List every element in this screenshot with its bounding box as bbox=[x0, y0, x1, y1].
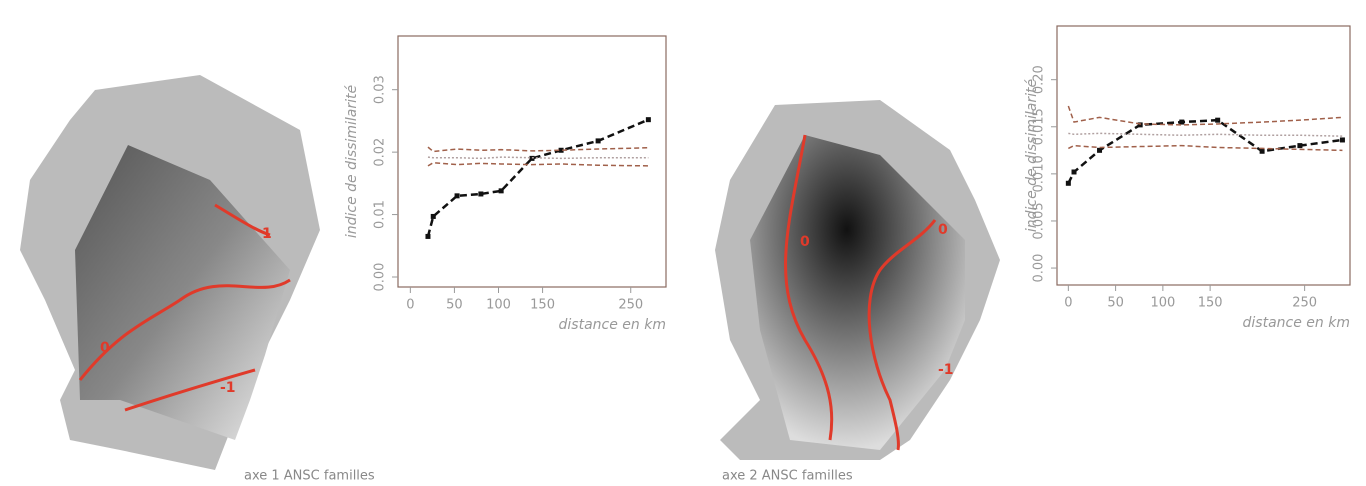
data-point bbox=[498, 188, 504, 194]
y-tick-label: 0.010 bbox=[1032, 155, 1047, 192]
x-tick-label: 100 bbox=[1150, 296, 1175, 311]
series-line bbox=[1068, 132, 1343, 137]
y-tick-label: 0.00 bbox=[1032, 254, 1047, 283]
data-point bbox=[478, 191, 484, 197]
data-point bbox=[430, 213, 436, 219]
y-tick-label: 0.03 bbox=[373, 75, 388, 104]
contour-label: 0 bbox=[800, 234, 810, 250]
data-point bbox=[1065, 180, 1071, 186]
plot-frame bbox=[397, 35, 667, 288]
line-chart: 0.00 0.01 0.02 0.03 0 50 100 150 250 indice de di… bbox=[344, 35, 667, 333]
data-point bbox=[1215, 117, 1221, 123]
data-point bbox=[1179, 119, 1185, 125]
x-tick-label: 250 bbox=[618, 298, 643, 313]
y-tick-label: 0.20 bbox=[1032, 65, 1047, 94]
data-point bbox=[1339, 137, 1345, 143]
y-axis-label: indice de dissimilarité bbox=[344, 84, 360, 238]
series-line bbox=[427, 161, 649, 167]
contour-label: 0 bbox=[938, 222, 948, 238]
series-line bbox=[426, 118, 649, 237]
line-chart: 0.00 0.005 0.010 0.015 0.20 0 50 100 150 250 indic… bbox=[1024, 25, 1351, 331]
y-tick-label: 0.01 bbox=[373, 200, 388, 229]
series-line bbox=[427, 156, 649, 160]
x-tick-label: 0 bbox=[406, 298, 414, 313]
series-line bbox=[1067, 105, 1343, 126]
series-line bbox=[1067, 118, 1343, 184]
data-point bbox=[1137, 122, 1143, 128]
data-point bbox=[645, 117, 651, 123]
x-tick-label: 250 bbox=[1292, 296, 1317, 311]
data-point bbox=[595, 138, 601, 144]
plot-frame bbox=[1056, 25, 1351, 286]
y-tick-label: 0.015 bbox=[1032, 108, 1047, 145]
data-point bbox=[454, 193, 460, 199]
x-axis-label: distance en km bbox=[559, 317, 666, 333]
y-tick-label: 0.02 bbox=[373, 138, 388, 167]
x-tick-label: 150 bbox=[1198, 296, 1223, 311]
data-point bbox=[1297, 143, 1303, 149]
x-tick-label: 50 bbox=[446, 298, 463, 313]
x-tick-label: 100 bbox=[486, 298, 511, 313]
x-tick-label: 0 bbox=[1064, 296, 1072, 311]
map-2: 0 0 -1 axe 2 ANSC familles bbox=[715, 100, 1000, 484]
x-tick-label: 150 bbox=[530, 298, 555, 313]
data-point bbox=[425, 233, 431, 239]
y-tick-label: 0.005 bbox=[1032, 202, 1047, 239]
map-caption: axe 1 ANSC familles bbox=[244, 469, 375, 484]
map-caption: axe 2 ANSC familles bbox=[722, 469, 853, 484]
data-point bbox=[558, 147, 564, 153]
data-point bbox=[1071, 169, 1077, 175]
contour-label: 1 bbox=[262, 226, 272, 242]
series-line bbox=[427, 146, 649, 153]
x-tick-label: 50 bbox=[1107, 296, 1124, 311]
y-tick-label: 0.00 bbox=[373, 263, 388, 292]
contour-label: -1 bbox=[220, 380, 236, 396]
y-axis-label: indice de dissimilarité bbox=[1024, 78, 1040, 232]
map-1: 1 0 -1 axe 1 ANSC familles bbox=[20, 75, 375, 484]
x-axis-label: distance en km bbox=[1243, 315, 1350, 331]
contour-label: -1 bbox=[938, 362, 954, 378]
data-point bbox=[1259, 148, 1265, 154]
data-point bbox=[1097, 147, 1103, 153]
series-line bbox=[1068, 144, 1343, 152]
contour-label: 0 bbox=[100, 340, 110, 356]
